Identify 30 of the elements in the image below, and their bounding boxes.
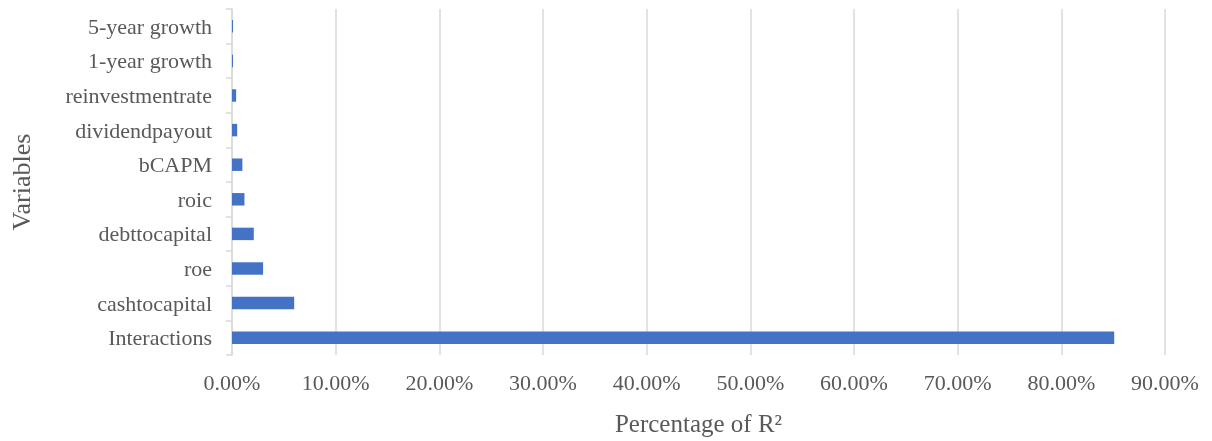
y-tick-label: bCAPM (138, 152, 212, 178)
x-tick-label: 30.00% (509, 369, 577, 395)
y-tick-label: 1-year growth (87, 48, 212, 74)
y-tick-label: roic (177, 186, 213, 212)
y-tick-label: reinvestmentrate (65, 83, 212, 108)
x-tick-label: 80.00% (1027, 369, 1096, 395)
bar (232, 296, 295, 310)
bar (232, 331, 1115, 344)
y-axis-title: Variables (6, 133, 36, 231)
x-tick-label: 40.00% (612, 369, 681, 395)
x-tick-label: 90.00% (1131, 369, 1199, 395)
x-tick-label: 0.00% (203, 369, 261, 395)
bar (232, 89, 237, 102)
x-tick-label: 20.00% (405, 369, 474, 395)
bar (232, 123, 238, 137)
y-tick-label: cashtocapital (97, 290, 212, 316)
x-tick-label: 60.00% (820, 369, 888, 395)
x-tick-label: 70.00% (923, 369, 992, 395)
x-tick-label: 50.00% (716, 369, 785, 395)
x-axis-title: Percentage of R² (614, 410, 783, 437)
y-tick-label: 5-year growth (87, 13, 212, 39)
bar (232, 227, 254, 241)
bar (232, 158, 243, 171)
y-tick-label: debttocapital (98, 221, 212, 247)
x-tick-label: 10.00% (301, 369, 370, 395)
y-tick-label: roe (183, 256, 212, 281)
bar (232, 193, 245, 206)
y-tick-label: Interactions (108, 325, 212, 351)
bar (232, 262, 264, 275)
y-tick-label: dividendpayout (75, 117, 212, 143)
